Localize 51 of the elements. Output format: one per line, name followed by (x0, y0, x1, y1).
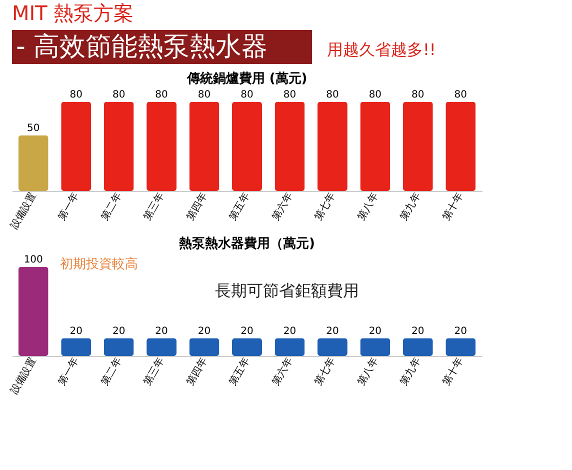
x-tick-label: 第六年 (270, 356, 295, 388)
data-label: 20 (112, 326, 126, 338)
chart-title: 傳統鍋爐費用 (萬元) (186, 72, 308, 87)
x-tick-label: 第一年 (56, 190, 82, 222)
x-tick-label: 第八年 (354, 190, 380, 222)
data-label: 80 (198, 90, 211, 101)
x-tick-label: 第六年 (270, 190, 295, 222)
x-tick-label: 第九年 (398, 356, 424, 388)
x-tick-label: 第四年 (184, 190, 210, 222)
x-tick-label: 第十年 (440, 356, 466, 388)
x-tick-label: 第十年 (440, 190, 466, 222)
x-tick-label: 設備設置 (8, 356, 39, 396)
data-label: 50 (26, 123, 40, 134)
data-label: 80 (70, 90, 82, 101)
x-tick-label: 第七年 (312, 190, 338, 222)
data-label: 20 (368, 326, 382, 338)
data-label: 20 (454, 326, 468, 338)
x-tick-label: 第一年 (56, 356, 82, 388)
data-label: 20 (70, 326, 82, 338)
data-label: 20 (283, 326, 296, 338)
data-label: 20 (198, 326, 211, 338)
data-label: 20 (240, 326, 254, 338)
text: 用越久省越多!! (327, 40, 436, 59)
x-tick-label: 第五年 (226, 190, 252, 222)
text: - 高效節能熱泵熱水器 (16, 32, 268, 62)
data-label: 80 (454, 90, 468, 101)
data-label: 80 (112, 90, 126, 101)
annotation: 初期投資較高 (60, 256, 138, 272)
data-label: 20 (155, 326, 168, 338)
x-tick-label: 設備設置 (8, 190, 39, 232)
data-label: 80 (326, 90, 339, 101)
x-tick-label: 第八年 (354, 356, 380, 388)
x-tick-label: 第二年 (98, 190, 124, 222)
annotation: 長期可節省鉅額費用 (215, 281, 359, 300)
data-label: 80 (368, 90, 382, 101)
data-label: 80 (155, 90, 168, 101)
x-tick-label: 第七年 (312, 356, 338, 388)
data-label: 20 (412, 326, 424, 338)
x-tick-label: 第二年 (98, 356, 124, 388)
x-tick-label: 第四年 (184, 356, 210, 388)
x-tick-label: 第五年 (226, 356, 252, 388)
chart-title: 熱泵熱水器費用（萬元) (178, 236, 315, 252)
x-tick-label: 第三年 (141, 356, 167, 388)
data-label: 80 (283, 90, 296, 101)
text: MIT 熱泵方案 (12, 1, 134, 25)
data-label: 80 (240, 90, 254, 101)
data-label: 80 (412, 90, 424, 101)
data-label: 100 (24, 254, 43, 266)
data-label: 20 (326, 326, 339, 338)
x-tick-label: 第九年 (398, 190, 424, 222)
x-tick-label: 第三年 (141, 190, 167, 222)
